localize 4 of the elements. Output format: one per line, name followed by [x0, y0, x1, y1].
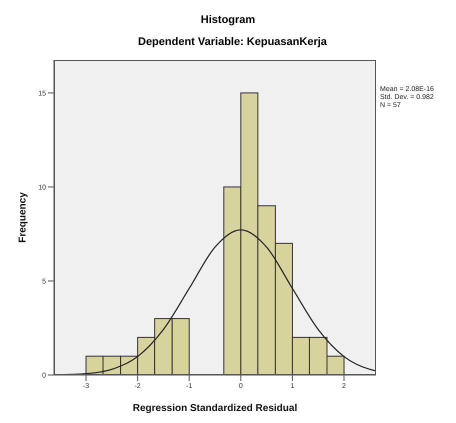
x-axis-title: Regression Standardized Residual: [132, 403, 298, 414]
chart-title: Histogram: [200, 14, 256, 26]
y-axis-title: Frequency: [18, 192, 29, 243]
chart-subtitle: Dependent Variable: KepuasanKerja: [138, 36, 327, 48]
